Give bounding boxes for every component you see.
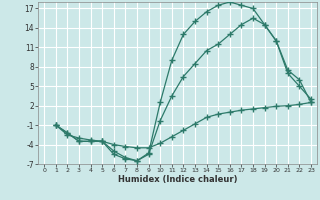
X-axis label: Humidex (Indice chaleur): Humidex (Indice chaleur) <box>118 175 237 184</box>
